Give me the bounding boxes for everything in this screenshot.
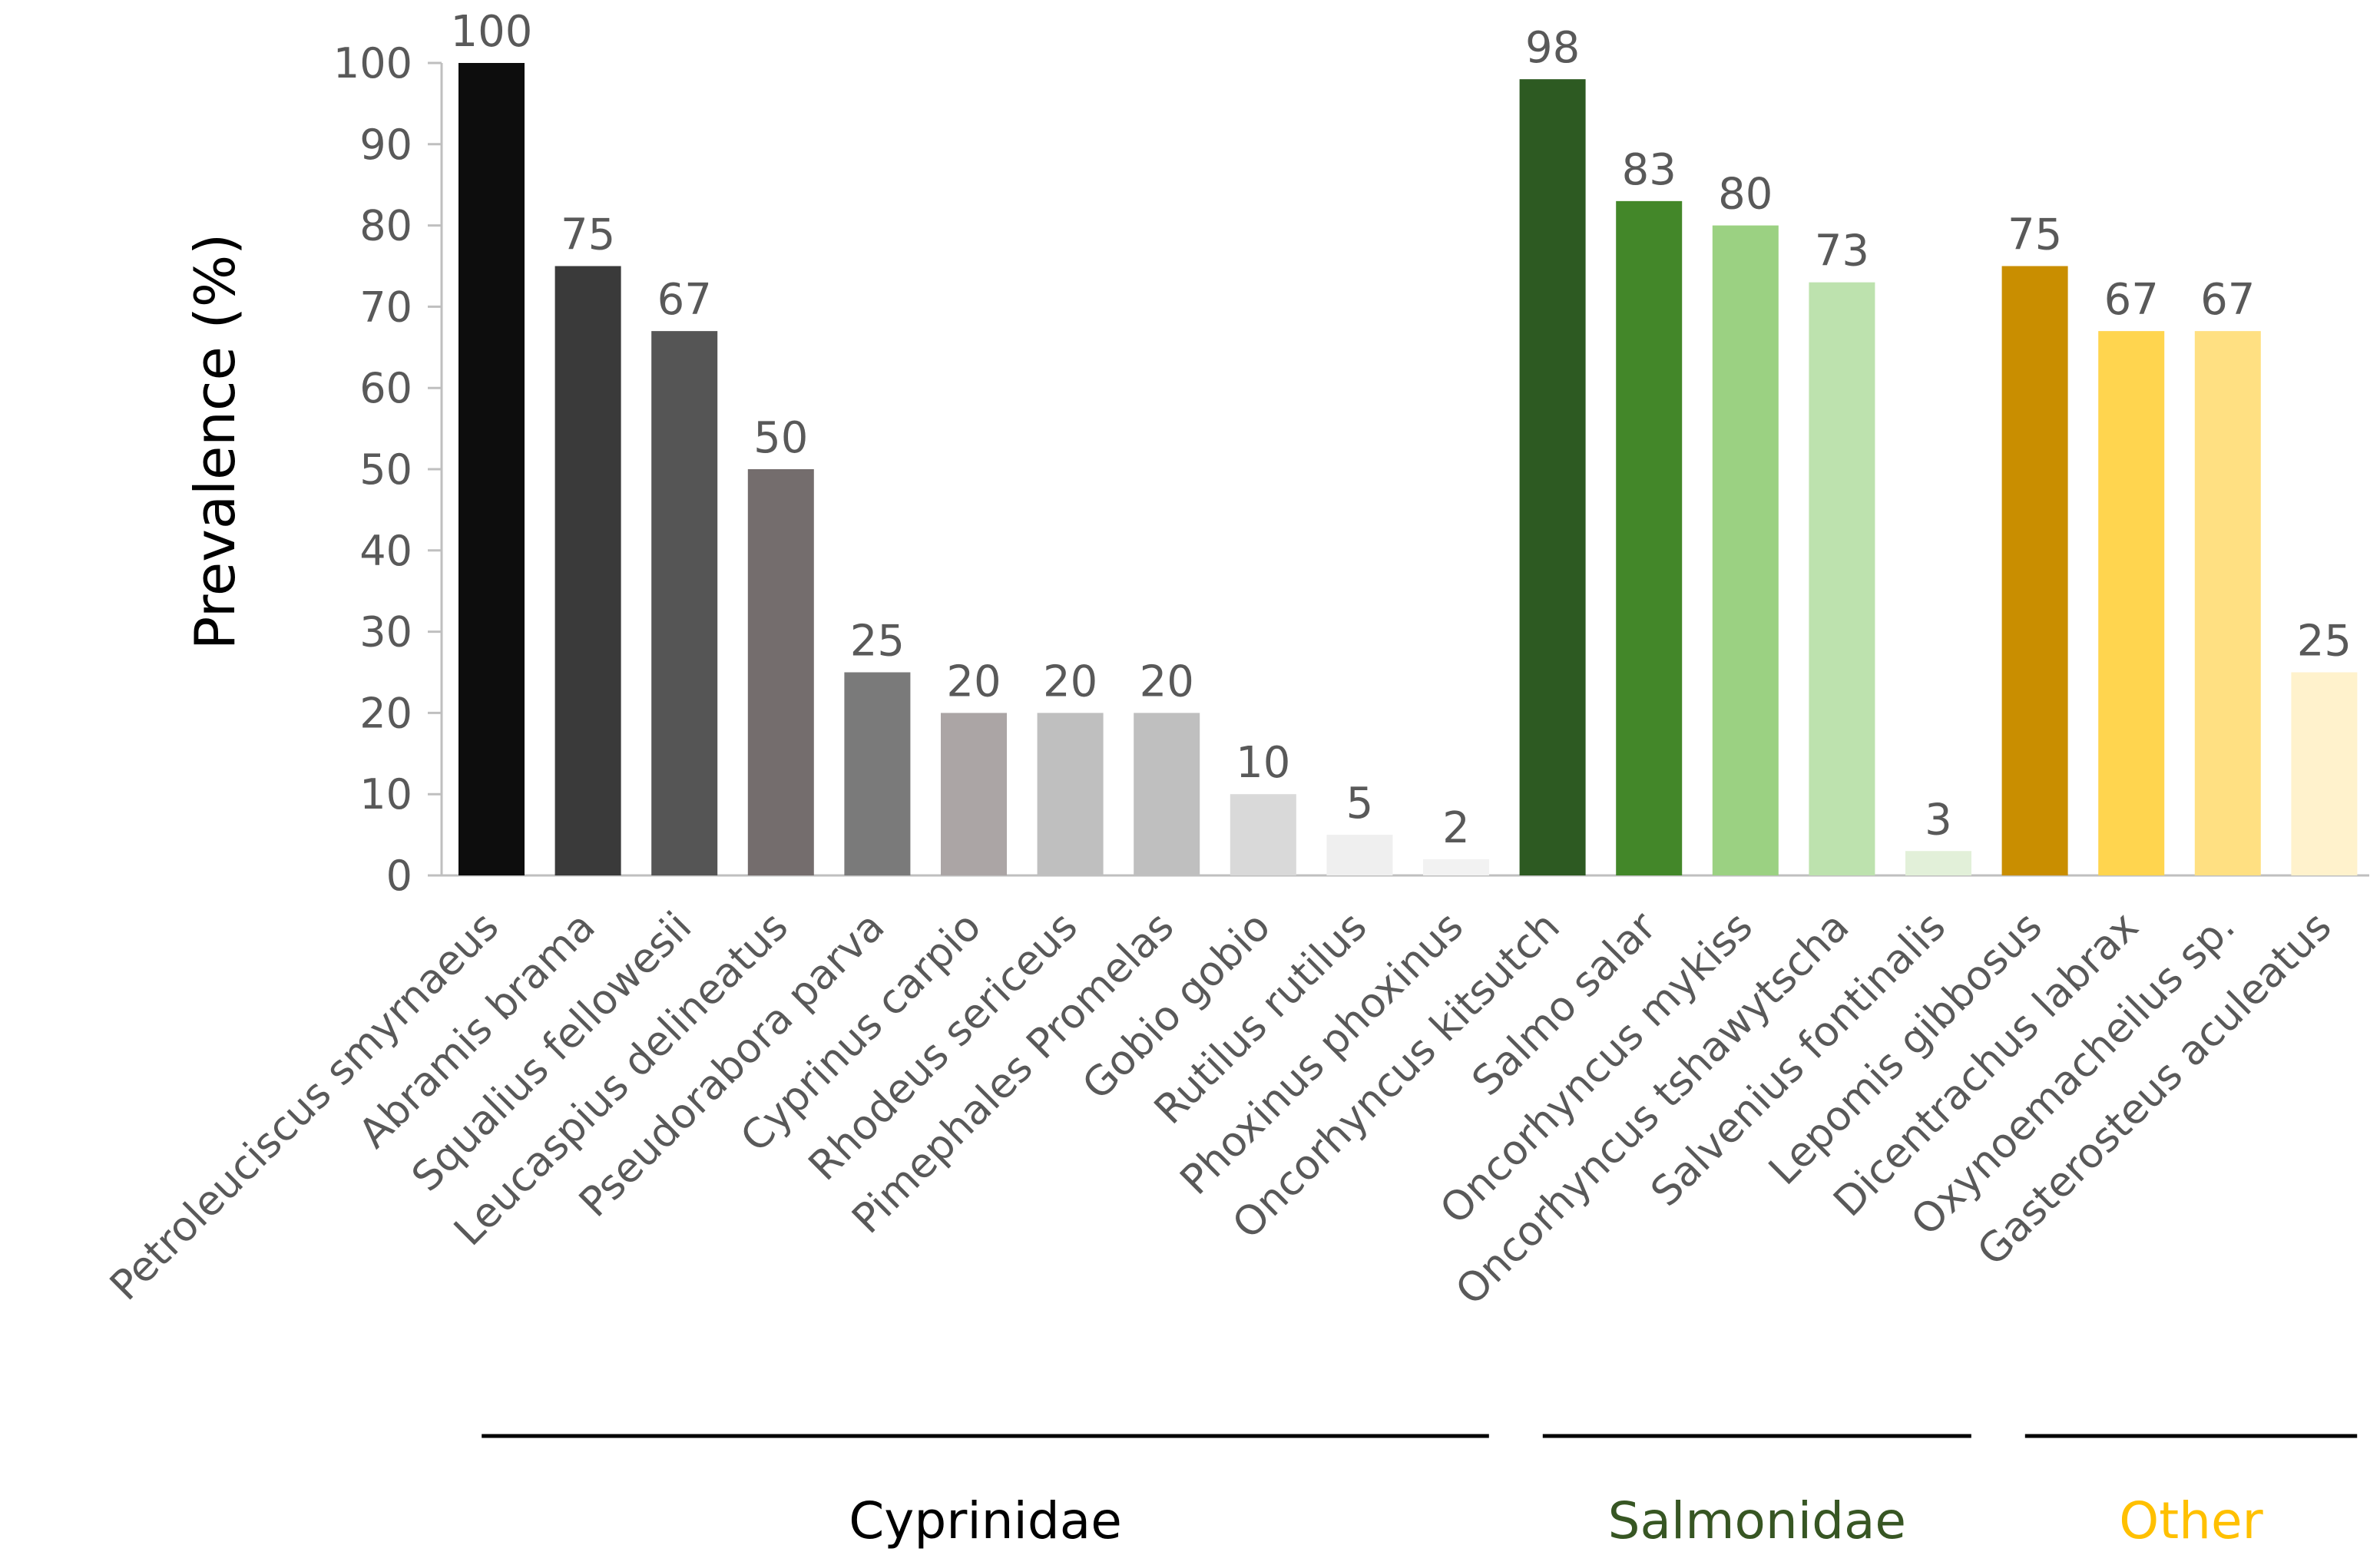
bar bbox=[458, 63, 525, 875]
axes: 0 10 20 30 40 50 60 70 80 90 100 bbox=[333, 39, 2369, 900]
y-tick-label: 30 bbox=[359, 608, 412, 657]
data-label: 80 bbox=[1718, 170, 1773, 220]
data-label: 73 bbox=[1815, 227, 1869, 276]
bars bbox=[458, 63, 2358, 876]
y-tick-label: 80 bbox=[359, 202, 412, 250]
y-tick-label: 40 bbox=[359, 527, 412, 575]
y-tick-label: 50 bbox=[359, 445, 412, 494]
data-label: 67 bbox=[657, 275, 712, 325]
bar bbox=[651, 331, 718, 875]
y-tick-label: 90 bbox=[359, 121, 412, 169]
data-label: 98 bbox=[1525, 23, 1580, 73]
bar bbox=[2098, 331, 2165, 875]
y-tick-label: 20 bbox=[359, 689, 412, 737]
bar bbox=[1519, 79, 1586, 875]
data-label: 50 bbox=[753, 413, 808, 463]
y-tick-label: 70 bbox=[359, 283, 412, 331]
data-label: 25 bbox=[2297, 617, 2352, 667]
data-label: 83 bbox=[1622, 145, 1677, 195]
bar bbox=[1134, 713, 1200, 875]
data-label: 67 bbox=[2200, 275, 2255, 325]
bar bbox=[1712, 225, 1779, 876]
bar bbox=[1616, 200, 1683, 875]
bar bbox=[2194, 331, 2261, 875]
bar bbox=[554, 266, 621, 875]
bar bbox=[941, 713, 1007, 875]
y-tick-label: 100 bbox=[333, 39, 412, 88]
group-brackets: Cyprinidae Salmonidae Other bbox=[482, 1434, 2358, 1550]
data-label: 75 bbox=[561, 210, 615, 260]
category-label: Petroleuciscus smyrnaeus bbox=[101, 903, 508, 1309]
bar bbox=[1230, 794, 1296, 875]
data-label: 75 bbox=[2008, 210, 2062, 260]
y-axis-title: Prevalence (%) bbox=[183, 233, 247, 650]
bar bbox=[1809, 282, 1875, 875]
bar bbox=[747, 469, 814, 875]
bar bbox=[2001, 266, 2068, 875]
data-label: 5 bbox=[1346, 779, 1374, 829]
y-tick-label: 0 bbox=[386, 852, 412, 900]
bar bbox=[1326, 835, 1393, 875]
data-label: 20 bbox=[1140, 657, 1194, 706]
data-label: 100 bbox=[451, 7, 533, 57]
y-tick-label: 10 bbox=[359, 770, 412, 819]
data-label: 10 bbox=[1236, 738, 1290, 788]
bar bbox=[1037, 713, 1104, 875]
data-label: 2 bbox=[1442, 803, 1470, 853]
data-label: 3 bbox=[1925, 795, 1952, 845]
group-label: Salmonidae bbox=[1608, 1491, 1906, 1550]
data-label: 67 bbox=[2104, 275, 2159, 325]
bar bbox=[844, 672, 911, 875]
bar bbox=[2291, 672, 2358, 875]
data-label: 20 bbox=[946, 657, 1001, 706]
group-label: Other bbox=[2119, 1491, 2263, 1550]
y-tick-label: 60 bbox=[359, 364, 412, 412]
data-labels: 100 75 67 50 25 20 20 20 10 5 2 98 83 80 73 3 75 67 67 25 bbox=[451, 7, 2352, 853]
data-label: 25 bbox=[850, 617, 905, 667]
group-label: Cyprinidae bbox=[849, 1491, 1122, 1550]
bar bbox=[1423, 859, 1489, 875]
bar bbox=[1905, 851, 1971, 875]
data-label: 20 bbox=[1043, 657, 1097, 706]
